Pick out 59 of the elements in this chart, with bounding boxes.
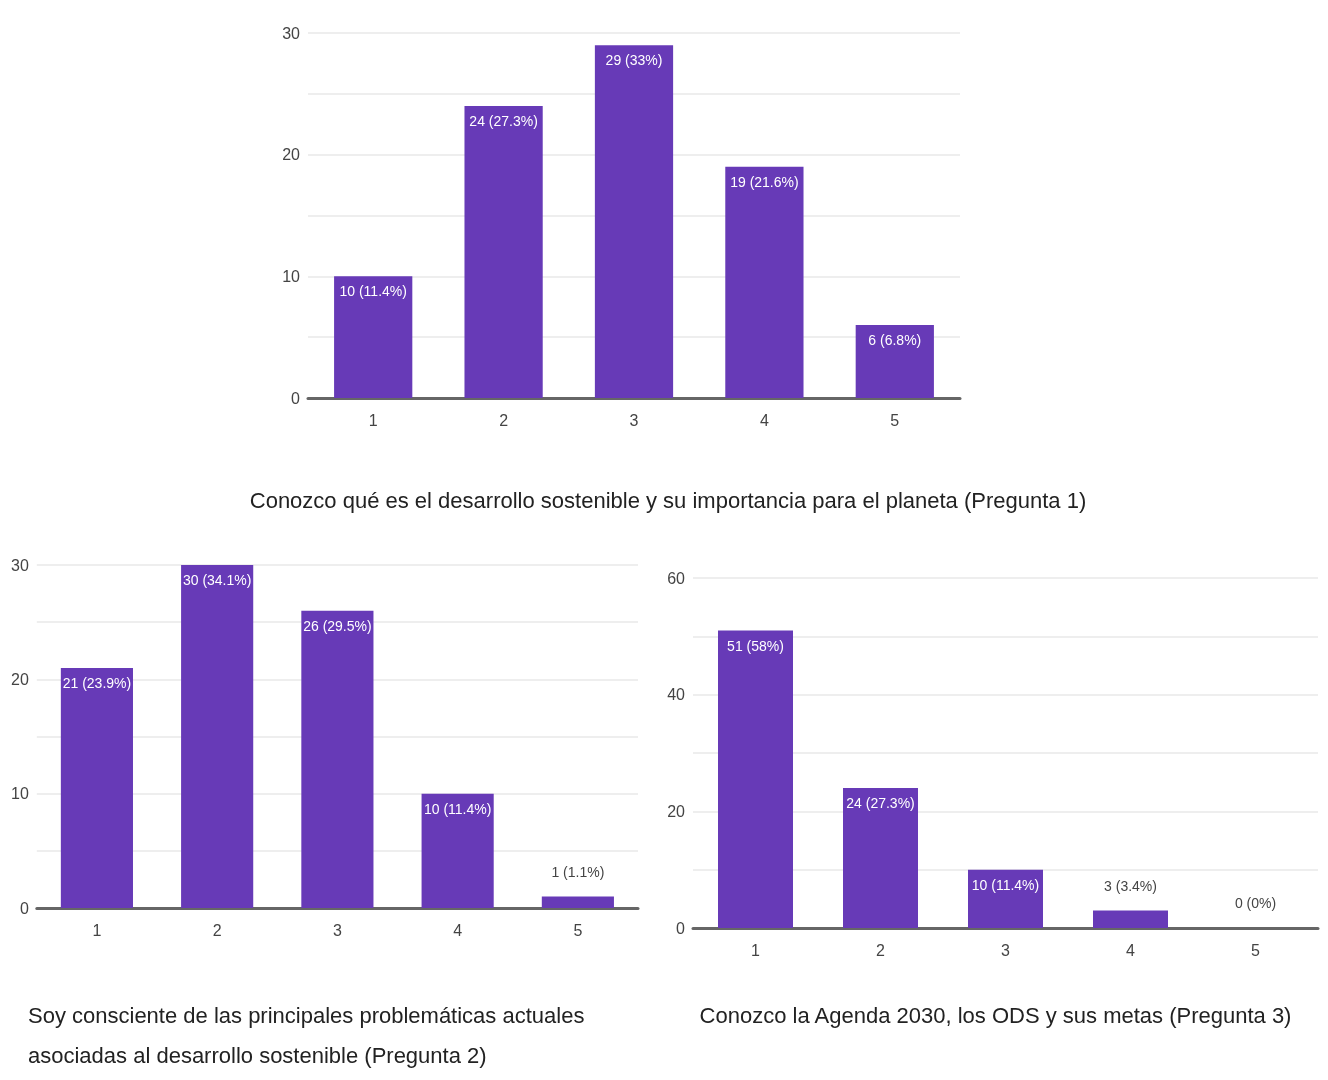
y-tick-label: 20: [11, 670, 29, 688]
x-tick-label: 2: [876, 941, 886, 959]
y-tick-label: 0: [676, 919, 686, 937]
x-tick-label: 5: [890, 411, 900, 429]
data-label: 6 (6.8%): [868, 332, 922, 348]
y-tick-label: 40: [667, 686, 686, 704]
data-label: 21 (23.9%): [62, 674, 132, 691]
y-tick-label: 20: [282, 146, 301, 164]
bar: [725, 166, 804, 398]
x-tick-label: 5: [1251, 941, 1261, 959]
bar: [718, 630, 793, 928]
data-label: 29 (33%): [605, 52, 663, 69]
y-tick-label: 20: [667, 802, 686, 820]
data-label: 3 (3.4%): [1104, 877, 1157, 894]
bar: [594, 45, 674, 398]
x-tick-label: 4: [453, 921, 463, 939]
x-tick-label: 1: [92, 921, 102, 939]
x-tick-label: 3: [629, 411, 639, 429]
x-tick-label: 2: [212, 921, 222, 939]
x-tick-label: 3: [332, 921, 342, 939]
data-label: 1 (1.1%): [551, 863, 605, 880]
data-label: 0 (0%): [1234, 895, 1277, 911]
y-tick-label: 30: [282, 24, 301, 42]
data-label: 10 (11.4%): [339, 283, 407, 300]
data-label: 51 (58%): [727, 637, 784, 654]
bar: [421, 793, 494, 908]
y-tick-label: 0: [19, 899, 29, 917]
text: Soy consciente de las principales problemáticas actuales asociadas al desarrollo sostenible (Pregunta 2): [28, 1002, 591, 1068]
bar: [541, 896, 614, 908]
x-tick-label: 4: [1126, 941, 1136, 959]
bar: [301, 610, 374, 908]
bar: [843, 788, 918, 928]
bar: [60, 667, 133, 908]
text: Conozco qué es el desarrollo sostenible y su importancia para el planeta (Pregunta 1): [249, 487, 1087, 513]
bar: [968, 869, 1043, 928]
data-label: 24 (27.3%): [846, 795, 915, 811]
x-tick-label: 1: [751, 941, 761, 959]
bar: [181, 565, 254, 908]
x-tick-label: 4: [759, 411, 769, 429]
y-tick-label: 0: [291, 389, 301, 407]
bar: [464, 106, 543, 398]
data-label: 10 (11.4%): [423, 800, 492, 817]
bar: [334, 276, 413, 398]
x-tick-label: 3: [1001, 941, 1011, 959]
text: Conozco la Agenda 2030, los ODS y sus metas (Pregunta 3): [699, 1002, 1292, 1028]
bar: [855, 325, 934, 398]
x-tick-label: 2: [499, 411, 509, 429]
y-tick-label: 10: [11, 785, 29, 803]
data-label: 30 (34.1%): [182, 572, 252, 588]
data-label: 24 (27.3%): [469, 113, 538, 129]
y-tick-label: 60: [667, 569, 686, 587]
y-tick-label: 30: [11, 556, 29, 574]
data-label: 10 (11.4%): [971, 876, 1040, 893]
x-tick-label: 5: [573, 921, 583, 939]
bar: [1093, 910, 1168, 928]
data-label: 19 (21.6%): [730, 173, 799, 190]
y-tick-label: 10: [282, 267, 301, 285]
data-label: 26 (29.5%): [303, 617, 372, 634]
x-tick-label: 1: [368, 411, 378, 429]
